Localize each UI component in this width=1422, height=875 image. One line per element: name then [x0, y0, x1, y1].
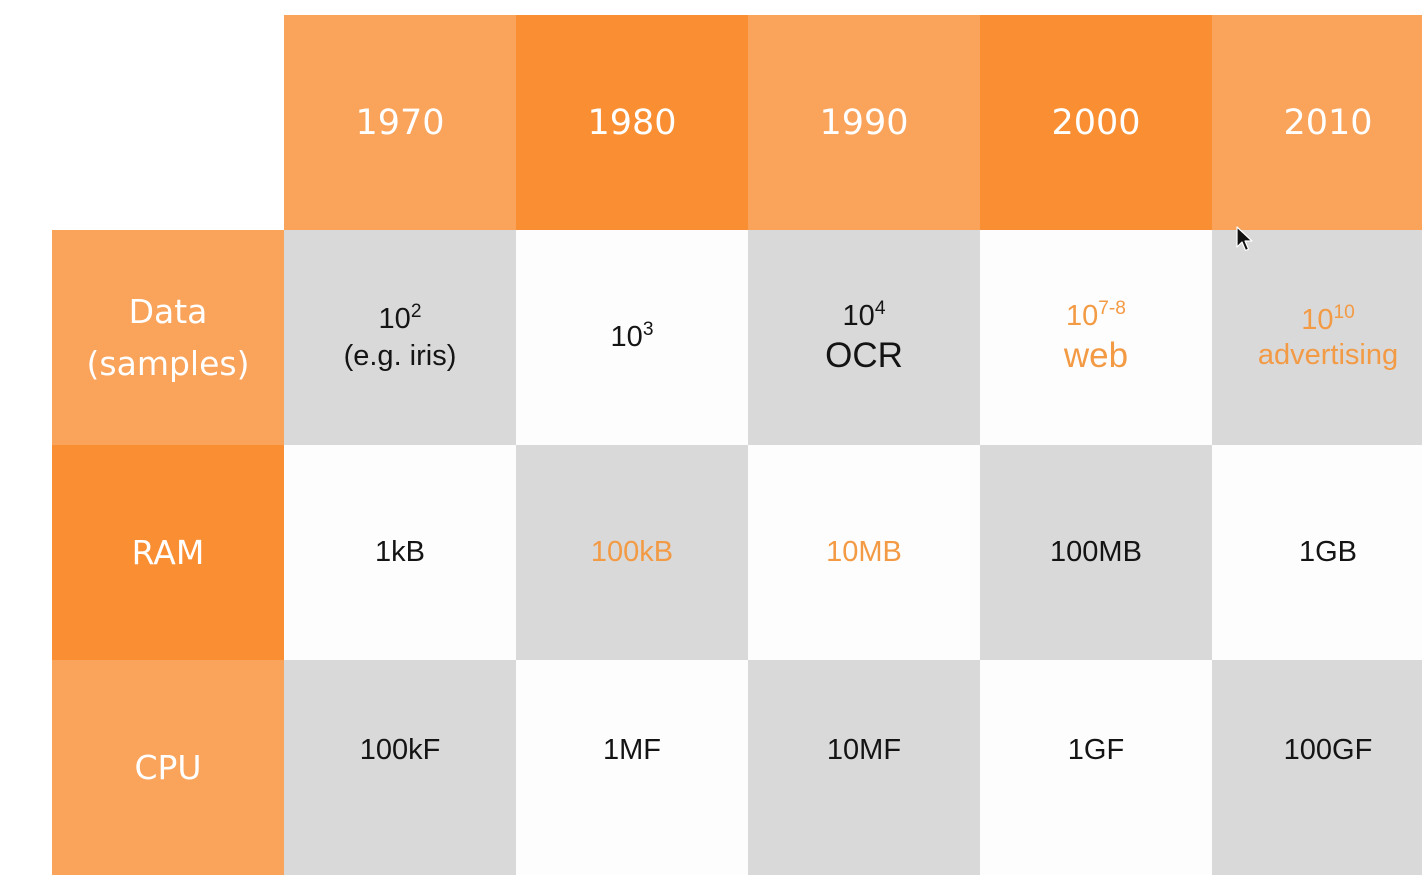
ram-cell-1980: 100kB	[516, 445, 748, 660]
column-header-2000: 2000	[980, 15, 1212, 230]
data-value: 104	[842, 297, 886, 333]
ram-cell-2000: 100MB	[980, 445, 1212, 660]
row-header-cpu: CPU	[52, 660, 284, 875]
cpu-value: 1GF	[1067, 734, 1125, 766]
ram-cell-1970: 1kB	[284, 445, 516, 660]
cpu-value: 100GF	[1283, 734, 1373, 766]
data-cell-2010: 1010 advertising	[1212, 230, 1422, 445]
column-header-label: 1970	[355, 102, 445, 143]
cpu-cell-1990: 10MF	[748, 660, 980, 875]
row-header-label-line2: (samples)	[86, 343, 250, 383]
cpu-cell-2000: 1GF	[980, 660, 1212, 875]
column-header-label: 1980	[587, 102, 677, 143]
row-header-label: RAM	[131, 532, 205, 572]
cpu-cell-1980: 1MF	[516, 660, 748, 875]
ram-cell-2010: 1GB	[1212, 445, 1422, 660]
column-header-label: 1990	[819, 102, 909, 143]
data-example: (e.g. iris)	[343, 339, 457, 372]
cpu-value: 100kF	[359, 734, 441, 766]
ram-value: 10MB	[826, 536, 902, 569]
column-header-1980: 1980	[516, 15, 748, 230]
data-cell-1980: 103	[516, 230, 748, 445]
data-value: 107-8	[1066, 297, 1126, 333]
data-example: OCR	[825, 335, 903, 375]
ram-cell-1990: 10MB	[748, 445, 980, 660]
ram-value: 100MB	[1050, 536, 1142, 569]
column-header-1990: 1990	[748, 15, 980, 230]
data-cell-2000: 107-8 web	[980, 230, 1212, 445]
cpu-cell-1970: 100kF	[284, 660, 516, 875]
mouse-pointer-icon	[1236, 226, 1253, 252]
row-header-data: Data (samples)	[52, 230, 284, 445]
data-cell-1970: 102 (e.g. iris)	[284, 230, 516, 445]
data-value: 102	[378, 300, 422, 336]
column-header-2010: 2010	[1212, 15, 1422, 230]
data-example: advertising	[1257, 339, 1399, 372]
cpu-value: 10MF	[826, 734, 902, 766]
column-header-label: 2010	[1283, 102, 1373, 143]
column-header-1970: 1970	[284, 15, 516, 230]
cpu-cell-2010: 100GF	[1212, 660, 1422, 875]
ram-value: 100kB	[590, 536, 674, 569]
data-example: web	[1063, 335, 1129, 375]
row-header-ram: RAM	[52, 445, 284, 660]
ram-value: 1GB	[1298, 536, 1358, 569]
row-header-label-line1: Data	[128, 292, 208, 332]
row-header-label: CPU	[134, 748, 202, 787]
ram-value: 1kB	[375, 536, 425, 569]
data-cell-1990: 104 OCR	[748, 230, 980, 445]
cpu-value: 1MF	[603, 734, 661, 766]
data-value: 1010	[1301, 301, 1355, 336]
data-value: 103	[610, 318, 654, 354]
column-header-label: 2000	[1051, 102, 1141, 143]
slide: 1970 1980 1990 2000 2010 Data (samples) …	[52, 15, 1422, 875]
